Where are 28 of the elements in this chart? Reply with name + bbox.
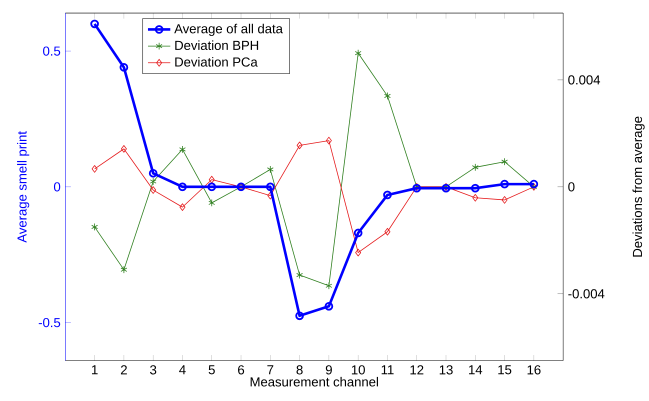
x-tick-label: 1	[92, 365, 98, 374]
x-tick-label: 10	[352, 365, 365, 374]
legend-label: Deviation PCa	[175, 57, 258, 67]
y-tick-label: 0.5	[43, 46, 60, 56]
x-tick-label: 2	[120, 365, 127, 374]
x-tick-label: 16	[528, 365, 541, 374]
y2-tick-label: -0.004	[568, 289, 604, 298]
x-tick-label: 3	[150, 365, 156, 374]
x-tick-label: 9	[326, 365, 332, 374]
y-axis-title: Average smell print	[17, 131, 30, 243]
y2-tick-label: 0	[568, 182, 575, 192]
x-axis-title: Measurement channel	[250, 376, 378, 386]
y-tick-label: 0	[54, 182, 60, 192]
x-tick-label: 11	[382, 365, 394, 374]
x-tick-label: 4	[179, 365, 186, 374]
x-tick-label: 12	[410, 365, 424, 374]
y2-axis-title: Deviations from average	[632, 116, 645, 257]
x-tick-label: 5	[208, 365, 215, 374]
x-tick-label: 13	[440, 365, 453, 374]
y-tick-label: -0.5	[38, 318, 60, 328]
x-tick-label: 8	[296, 365, 303, 374]
y2-tick-label: 0.004	[568, 75, 600, 84]
x-tick-label: 15	[498, 365, 512, 374]
x-tick-label: 14	[469, 365, 482, 374]
x-tick-label: 6	[238, 365, 244, 374]
legend-label: Deviation BPH	[175, 40, 258, 50]
x-tick-label: 7	[267, 365, 274, 374]
legend-label: Average of all data	[174, 24, 283, 36]
